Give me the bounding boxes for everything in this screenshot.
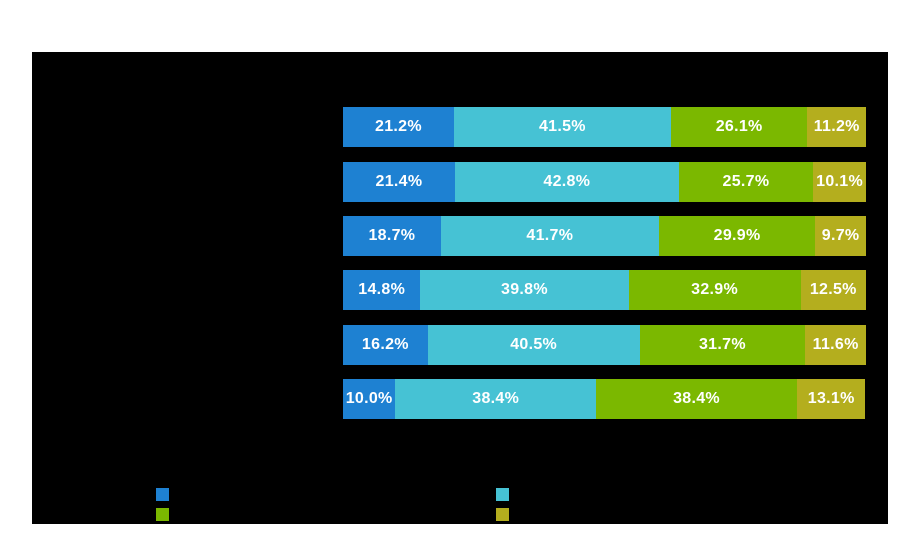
bar-value-label: 25.7%: [722, 173, 770, 190]
bar-value-label: 38.4%: [673, 390, 720, 407]
bar-value-label: 31.7%: [698, 336, 746, 353]
bar-value-label: 21.4%: [375, 173, 423, 190]
bar-segment-series-green: 31.7%: [639, 325, 806, 365]
bar-value-label: 18.7%: [368, 227, 416, 244]
bar-segment-series-blue: 21.2%: [343, 107, 454, 147]
bar-segment-series-cyan: 41.7%: [440, 216, 659, 256]
bar-segment-series-cyan: 40.5%: [427, 325, 640, 365]
bar-value-label: 21.2%: [375, 118, 422, 135]
bar-segment-series-cyan: 42.8%: [454, 162, 679, 202]
legend-swatch-blue: [156, 488, 169, 501]
bar-value-label: 14.8%: [358, 281, 406, 298]
bar-value-label: 16.2%: [361, 336, 409, 353]
bar-group: 21.2% 41.5% 26.1% 11.2% 21.4% 42.8% 25.7% 10.1%…: [343, 52, 866, 524]
bar-segment-series-cyan: 41.5%: [453, 107, 671, 147]
bar-value-label: 10.0%: [345, 390, 393, 407]
bar-value-label: 13.1%: [807, 390, 855, 407]
legend-swatch-olive: [496, 508, 509, 521]
bar-segment-series-green: 32.9%: [628, 270, 801, 310]
bar-row: 16.2% 40.5% 31.7% 11.6%: [343, 325, 866, 365]
bar-value-label: 29.9%: [713, 227, 761, 244]
bar-segment-series-green: 29.9%: [658, 216, 816, 256]
bar-segment-series-blue: 14.8%: [343, 270, 421, 310]
bar-value-label: 40.5%: [510, 336, 558, 353]
bar-value-label: 26.1%: [715, 118, 763, 135]
bar-value-label: 11.2%: [813, 118, 860, 135]
bar-segment-series-olive: 10.1%: [813, 162, 866, 202]
bar-value-label: 41.5%: [538, 118, 586, 135]
bar-segment-series-olive: 11.2%: [807, 107, 866, 147]
bar-row: 14.8% 39.8% 32.9% 12.5%: [343, 270, 866, 310]
bar-row: 10.0% 38.4% 38.4% 13.1%: [343, 379, 866, 419]
bar-value-label: 12.5%: [809, 281, 857, 298]
bar-segment-series-cyan: 38.4%: [395, 379, 597, 419]
bar-row: 21.2% 41.5% 26.1% 11.2%: [343, 107, 866, 147]
bar-segment-series-olive: 9.7%: [815, 216, 866, 256]
bar-segment-series-green: 25.7%: [678, 162, 814, 202]
legend-swatch-green: [156, 508, 169, 521]
bar-segment-series-blue: 16.2%: [343, 325, 428, 365]
plot-area: 21.2% 41.5% 26.1% 11.2% 21.4% 42.8% 25.7% 10.1%…: [32, 52, 888, 524]
bar-segment-series-blue: 10.0%: [343, 379, 396, 419]
bar-segment-series-green: 26.1%: [670, 107, 808, 147]
bar-value-label: 39.8%: [501, 281, 548, 298]
bar-row: 18.7% 41.7% 29.9% 9.7%: [343, 216, 866, 256]
bar-value-label: 32.9%: [691, 281, 738, 298]
bar-segment-series-olive: 11.6%: [805, 325, 866, 365]
legend-swatch-cyan: [496, 488, 509, 501]
bar-value-label: 38.4%: [472, 390, 520, 407]
bar-segment-series-cyan: 39.8%: [420, 270, 629, 310]
bar-value-label: 10.1%: [816, 173, 864, 190]
bar-segment-series-olive: 13.1%: [796, 379, 866, 419]
bar-value-label: 41.7%: [526, 227, 574, 244]
bar-value-label: 42.8%: [543, 173, 591, 190]
bar-value-label: 9.7%: [821, 227, 860, 244]
bar-segment-series-green: 38.4%: [596, 379, 797, 419]
bar-segment-series-blue: 21.4%: [343, 162, 455, 202]
bar-segment-series-olive: 12.5%: [800, 270, 866, 310]
bar-segment-series-blue: 18.7%: [343, 216, 441, 256]
bar-value-label: 11.6%: [812, 336, 859, 353]
bar-row: 21.4% 42.8% 25.7% 10.1%: [343, 162, 866, 202]
